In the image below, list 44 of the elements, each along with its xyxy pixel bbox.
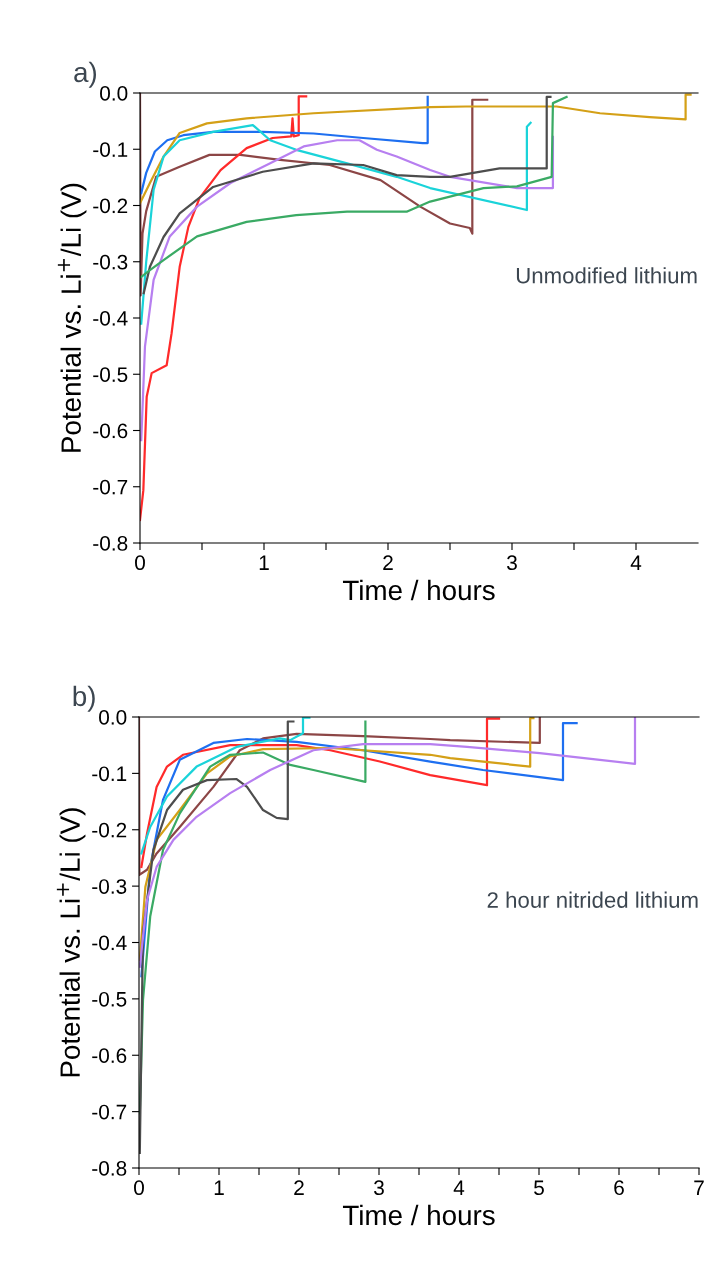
- y-tick-label: -0.2: [93, 198, 128, 214]
- x-tick-label: 0: [135, 555, 145, 571]
- y-tick-label: -0.6: [92, 1048, 127, 1063]
- y-tick-label: -0.1: [92, 766, 127, 782]
- y-axis-title: Potential vs. Li$^{+}$/Li (V): [57, 183, 87, 452]
- y-tick-label: -0.5: [92, 991, 127, 1007]
- annotation: 2 hour nitrided lithium: [487, 891, 698, 908]
- y-tick-label: -0.6: [93, 423, 128, 439]
- line-series: [139, 717, 637, 968]
- line-series: [140, 717, 311, 855]
- y-tick-label: 0.0: [100, 86, 128, 101]
- chart-title: b): [73, 685, 95, 712]
- y-tick-label: -0.7: [93, 479, 128, 495]
- x-tick-label: 5: [534, 1180, 544, 1196]
- x-tick-label: 3: [374, 1180, 384, 1196]
- y-tick-label: -0.4: [92, 935, 127, 951]
- x-tick-label: 3: [507, 555, 517, 571]
- y-tick-label: -0.7: [92, 1104, 127, 1120]
- line-series: [140, 95, 429, 195]
- x-tick-label: 2: [294, 1180, 304, 1195]
- x-tick-label: 2: [383, 555, 393, 570]
- line-series: [140, 93, 692, 205]
- chart-title: a): [74, 61, 97, 88]
- y-tick-label: -0.2: [92, 822, 127, 838]
- y-tick-label: -0.3: [93, 254, 128, 270]
- x-tick-label: 0: [134, 1180, 144, 1196]
- line-series: [139, 720, 295, 1154]
- y-tick-label: -0.1: [93, 142, 128, 157]
- annotation: Unmodified lithium: [516, 267, 697, 284]
- x-tick-label: 4: [453, 1180, 465, 1195]
- y-tick-label: -0.8: [92, 1161, 127, 1176]
- x-axis-title: Time / hours: [342, 579, 495, 601]
- y-tick-label: -0.4: [93, 311, 128, 326]
- y-axis-title: Potential vs. Li$^{+}$/Li (V): [56, 808, 86, 1077]
- y-tick-label: 0.0: [99, 710, 127, 725]
- y-tick-label: -0.8: [93, 536, 128, 551]
- x-tick-label: 1: [259, 555, 269, 570]
- x-axis-title: Time / hours: [342, 1204, 495, 1226]
- x-tick-label: 6: [614, 1180, 624, 1196]
- y-tick-label: -0.3: [92, 879, 127, 894]
- y-tick-label: -0.5: [93, 367, 128, 382]
- x-tick-label: 1: [214, 1180, 224, 1195]
- x-tick-label: 4: [630, 555, 642, 570]
- x-tick-label: 7: [694, 1180, 704, 1195]
